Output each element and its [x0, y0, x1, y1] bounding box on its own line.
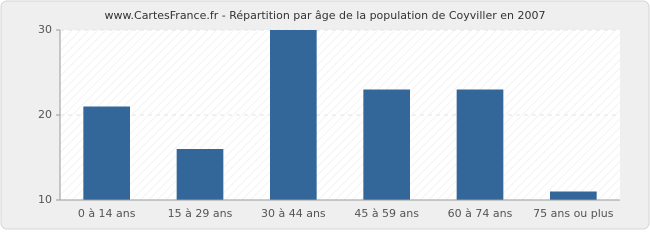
bar [270, 30, 317, 200]
y-tick-label: 20 [38, 108, 52, 121]
bar [176, 149, 224, 200]
y-tick-label: 30 [38, 23, 52, 36]
x-tick-label: 15 à 29 ans [168, 207, 233, 220]
x-tick-label: 60 à 74 ans [448, 207, 513, 220]
x-tick-label: 0 à 14 ans [78, 207, 136, 220]
y-tick-label: 10 [38, 193, 52, 206]
bar [83, 106, 130, 200]
x-tick-label: 45 à 59 ans [354, 207, 419, 220]
chart: www.CartesFrance.fr - Répartition par âg… [0, 0, 650, 230]
bar [456, 89, 504, 200]
bar [363, 89, 410, 200]
x-tick-label: 75 ans ou plus [533, 207, 614, 220]
bar [550, 191, 597, 200]
x-tick-label: 30 à 44 ans [261, 207, 326, 220]
chart-title: www.CartesFrance.fr - Répartition par âg… [105, 9, 546, 22]
